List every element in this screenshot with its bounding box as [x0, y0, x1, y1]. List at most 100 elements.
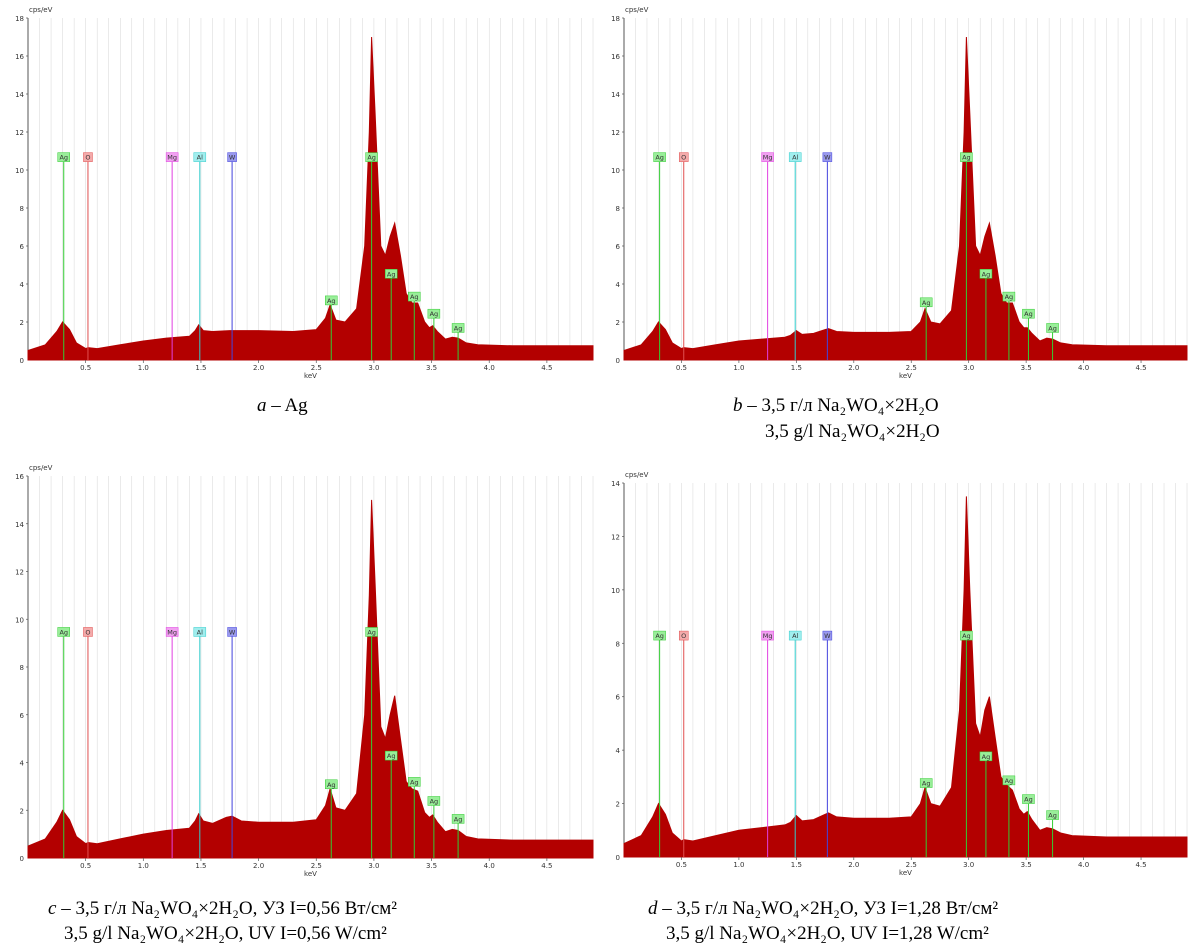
peak-label: Ag [410, 778, 419, 786]
caption-d: d – 3,5 г/л Na₂WO₄×2H₂O, УЗ I=1,28 Вт/см… [648, 897, 998, 921]
peak-label: Al [197, 154, 203, 162]
peak-label-box [1002, 775, 1016, 786]
peak-label-box [960, 630, 973, 641]
y-tick-label: 16 [611, 53, 620, 61]
y-tick-label: 4 [20, 281, 25, 289]
x-tick-label: 3.5 [1021, 861, 1032, 869]
peak-label: Ag [387, 752, 396, 760]
y-tick-label: 6 [20, 712, 25, 720]
x-tick-label: 4.0 [1078, 364, 1089, 372]
peak-label-box [408, 291, 421, 302]
peak-label: Ag [430, 797, 439, 805]
y-tick-label: 10 [15, 167, 24, 175]
x-tick-label: 0.5 [80, 862, 91, 870]
peak-label-box [788, 630, 802, 641]
y-tick-label: 12 [15, 569, 24, 577]
peak-label: Ag [1024, 796, 1033, 804]
eds-spectrum-chart-b: 0 2 4 6 8 10 12 14 16 18 cps/eV 0.5 1.0 1.5 2.0 2.5 3.0 3… [611, 6, 1188, 380]
y-tick-label: 10 [611, 167, 620, 175]
peak-label: Ag [922, 299, 931, 307]
y-tick-label: 14 [15, 521, 24, 529]
y-tick-label: 16 [15, 53, 24, 61]
panel-a: 0 2 4 6 8 10 12 14 16 18 cps/eV 0.5 1.0 1.5 2.0 2.5 3.0 3… [0, 0, 595, 380]
x-tick-label: 3.5 [1021, 364, 1032, 372]
x-tick-label: 1.5 [791, 364, 802, 372]
peak-label-box [678, 630, 689, 641]
y-tick-label: 16 [15, 473, 24, 481]
x-tick-label: 2.5 [311, 862, 322, 870]
x-tick-label: 2.0 [848, 861, 859, 869]
peak-label-box [165, 152, 179, 162]
caption-line1: – 3,5 г/л Na₂WO₄×2H₂O, УЗ I=0,56 Вт/см² [56, 898, 397, 919]
peak-label: Ag [367, 154, 376, 162]
peak-label-box [57, 152, 70, 162]
peak-label: W [824, 154, 831, 162]
y-tick-label: 6 [616, 694, 621, 702]
peak-label: Ag [387, 270, 396, 278]
x-tick-label: 4.5 [541, 364, 552, 372]
x-tick-label: 1.5 [195, 862, 206, 870]
caption-c: c – 3,5 г/л Na₂WO₄×2H₂O, УЗ I=0,56 Вт/см… [48, 897, 397, 921]
x-tick-label: 3.5 [426, 364, 437, 372]
peak-label: Al [197, 628, 203, 636]
y-axis-label: cps/eV [625, 6, 649, 14]
peak-label-box [193, 152, 207, 162]
peak-label-box [227, 627, 237, 637]
peak-label: Ag [410, 293, 419, 301]
spectrum-area [623, 36, 1188, 361]
peak-label-box [193, 627, 207, 637]
peak-label-box [653, 630, 666, 641]
y-tick-label: 10 [611, 587, 620, 595]
x-tick-label: 4.0 [484, 862, 495, 870]
caption-a: a – Ag [257, 394, 308, 418]
peak-label-box [325, 779, 338, 790]
peak-label: W [229, 154, 236, 162]
x-tick-label: 3.0 [368, 364, 379, 372]
y-tick-label: 2 [20, 319, 24, 327]
peak-label: Ag [1048, 324, 1057, 332]
peak-label-box [57, 627, 70, 637]
x-axis-label: keV [304, 372, 317, 380]
peak-label-box [919, 778, 933, 788]
peak-label-box [384, 269, 398, 279]
panel-c: 0 2 4 6 8 10 12 14 16 cps/eV 0.5 1.0 1.5 2.0 2.5 3.0 3.5… [0, 458, 595, 878]
x-tick-label: 1.5 [195, 364, 206, 372]
peak-label-box [325, 295, 338, 306]
peak-label-box [822, 152, 833, 162]
peak-label-box [427, 796, 441, 806]
peak-label-box [427, 308, 441, 319]
x-axis-label: keV [899, 372, 912, 380]
caption-line1: – 3,5 г/л Na₂WO₄×2H₂O, УЗ I=1,28 Вт/см² [657, 898, 999, 919]
y-axis-label: cps/eV [29, 6, 53, 14]
peak-label: Al [792, 154, 798, 162]
peak-label-box [919, 297, 933, 308]
peak-label: O [681, 154, 686, 162]
eds-spectrum-chart-c: 0 2 4 6 8 10 12 14 16 cps/eV 0.5 1.0 1.5 2.0 2.5 3.0 3.5… [15, 464, 594, 878]
caption-prefix: a [257, 395, 267, 416]
eds-spectrum-chart-a: 0 2 4 6 8 10 12 14 16 18 cps/eV 0.5 1.0 1.5 2.0 2.5 3.0 3… [15, 6, 594, 380]
y-tick-label: 8 [616, 205, 620, 213]
peak-label-box [979, 751, 993, 762]
y-tick-label: 14 [611, 91, 620, 99]
peak-label: Ag [1024, 310, 1033, 318]
y-tick-label: 0 [20, 357, 24, 365]
peak-label: Mg [167, 154, 177, 162]
peak-label-box [822, 630, 833, 641]
caption-prefix: c [48, 898, 57, 919]
x-tick-label: 1.0 [138, 364, 149, 372]
spectrum-area [27, 499, 594, 859]
y-tick-label: 8 [20, 664, 24, 672]
peak-label: Ag [982, 753, 991, 761]
peak-label: Ag [59, 628, 68, 636]
peak-label: Ag [454, 815, 463, 823]
peak-label-box [83, 152, 93, 162]
y-tick-label: 0 [616, 357, 620, 365]
peak-label-box [451, 323, 465, 333]
peak-label-box [451, 814, 465, 824]
caption-line1: – Ag [266, 395, 308, 416]
y-tick-label: 14 [611, 480, 620, 488]
peak-label-box [1022, 308, 1035, 319]
peak-label-box [761, 152, 774, 162]
peak-label-box [165, 627, 179, 637]
x-tick-label: 4.5 [1135, 364, 1146, 372]
